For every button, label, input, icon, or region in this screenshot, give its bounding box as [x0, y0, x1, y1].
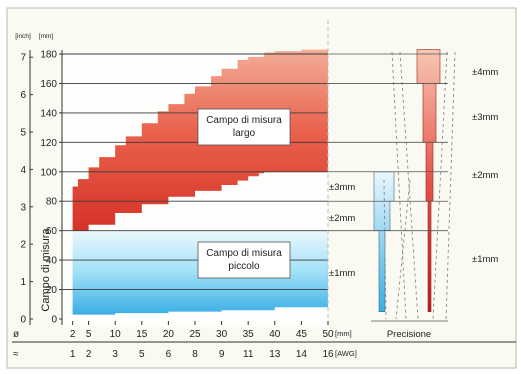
- x-tick-label: 30: [216, 329, 228, 340]
- region-label: piccolo: [228, 261, 260, 272]
- y-outer-tick-label: 6: [20, 90, 26, 101]
- y-tick-label: 100: [40, 167, 57, 178]
- precision-label: ±4mm: [472, 67, 498, 78]
- precision-label: ±2mm: [472, 170, 498, 181]
- precision-guide-line: [399, 51, 419, 320]
- y-outer-tick-label: 1: [20, 277, 26, 288]
- y-outer-tick-label: 0: [20, 315, 26, 326]
- x2-tick-label: 13: [269, 349, 281, 360]
- precision-guide-line: [445, 51, 456, 320]
- gridlines: [62, 53, 328, 291]
- x-tick-label: 35: [243, 329, 255, 340]
- x2-tick-label: 5: [139, 349, 145, 360]
- x2-tick-label: 2: [86, 349, 92, 360]
- precision-label: ±3mm: [329, 182, 355, 193]
- x-axis-prefix: ø: [13, 329, 19, 340]
- precision-guide-line: [395, 179, 411, 320]
- precision-guide-line: [383, 179, 387, 320]
- precision-label: ±1mm: [329, 268, 355, 279]
- x-tick-label: 5: [86, 329, 92, 340]
- x2-tick-label: 9: [219, 349, 225, 360]
- y-tick-label: 0: [51, 315, 57, 326]
- x-tick-label: 50: [322, 329, 334, 340]
- precision-label: ±2mm: [329, 213, 355, 224]
- y-tick-label: 60: [46, 226, 58, 237]
- precision-guide-line: [391, 51, 407, 320]
- y-tick-label: 20: [46, 285, 58, 296]
- x-tick-label: 25: [189, 329, 201, 340]
- precision-title: Precisione: [387, 329, 431, 340]
- x-tick-label: 10: [110, 329, 122, 340]
- region-label: Campo di misura: [206, 115, 282, 126]
- x-axis-unit: [mm]: [335, 329, 352, 338]
- x-tick-label: 20: [163, 329, 175, 340]
- x2-tick-label: 14: [296, 349, 308, 360]
- precision-panel: ±4mm ±3mm ±2mm ±1mm ±3mm ±2mm ±1mm Precisione: [328, 49, 498, 340]
- x-tick-label: 45: [296, 329, 308, 340]
- y-unit-inch: [inch]: [15, 33, 31, 40]
- x-tick-label: 40: [269, 329, 281, 340]
- y-outer-tick-label: 4: [20, 165, 26, 176]
- x2-tick-label: 6: [166, 349, 172, 360]
- x-tick-label: 15: [136, 329, 148, 340]
- precision-label: ±1mm: [472, 254, 498, 265]
- precision-label: ±3mm: [472, 112, 498, 123]
- y-outer-tick-label: 3: [20, 202, 26, 213]
- x2-axis-unit: [AWG]: [335, 349, 357, 358]
- y-tick-label: 140: [40, 108, 57, 119]
- y-outer-tick-label: 2: [20, 240, 26, 251]
- axes: 020406080100120140160180[mm]01234567[inc…: [12, 20, 516, 360]
- y-outer-tick-label: 7: [20, 53, 26, 64]
- y-axis-title: Campo di misura: [40, 228, 52, 312]
- x2-axis-prefix: ≈: [13, 349, 19, 360]
- y-tick-label: 180: [40, 50, 57, 61]
- x2-tick-label: 16: [322, 349, 334, 360]
- region-label: largo: [233, 128, 256, 139]
- region-label-box: [197, 108, 291, 146]
- x2-tick-label: 8: [192, 349, 198, 360]
- y-tick-label: 40: [46, 256, 58, 267]
- chart-labels: Campo di misura largo Campo di misura picco…: [197, 108, 291, 279]
- y-tick-label: 120: [40, 138, 57, 149]
- x-tick-label: 2: [70, 329, 76, 340]
- x2-tick-label: 1: [70, 349, 76, 360]
- y-unit-mm: [mm]: [39, 33, 54, 40]
- y-outer-tick-label: 5: [20, 128, 26, 139]
- x2-tick-label: 3: [112, 349, 118, 360]
- region-label: Campo di misura: [206, 248, 282, 259]
- precision-guide-line: [432, 51, 448, 320]
- x2-tick-label: 11: [243, 349, 254, 360]
- y-tick-label: 160: [40, 79, 57, 90]
- y-tick-label: 80: [46, 197, 58, 208]
- region-label-box: [197, 241, 291, 279]
